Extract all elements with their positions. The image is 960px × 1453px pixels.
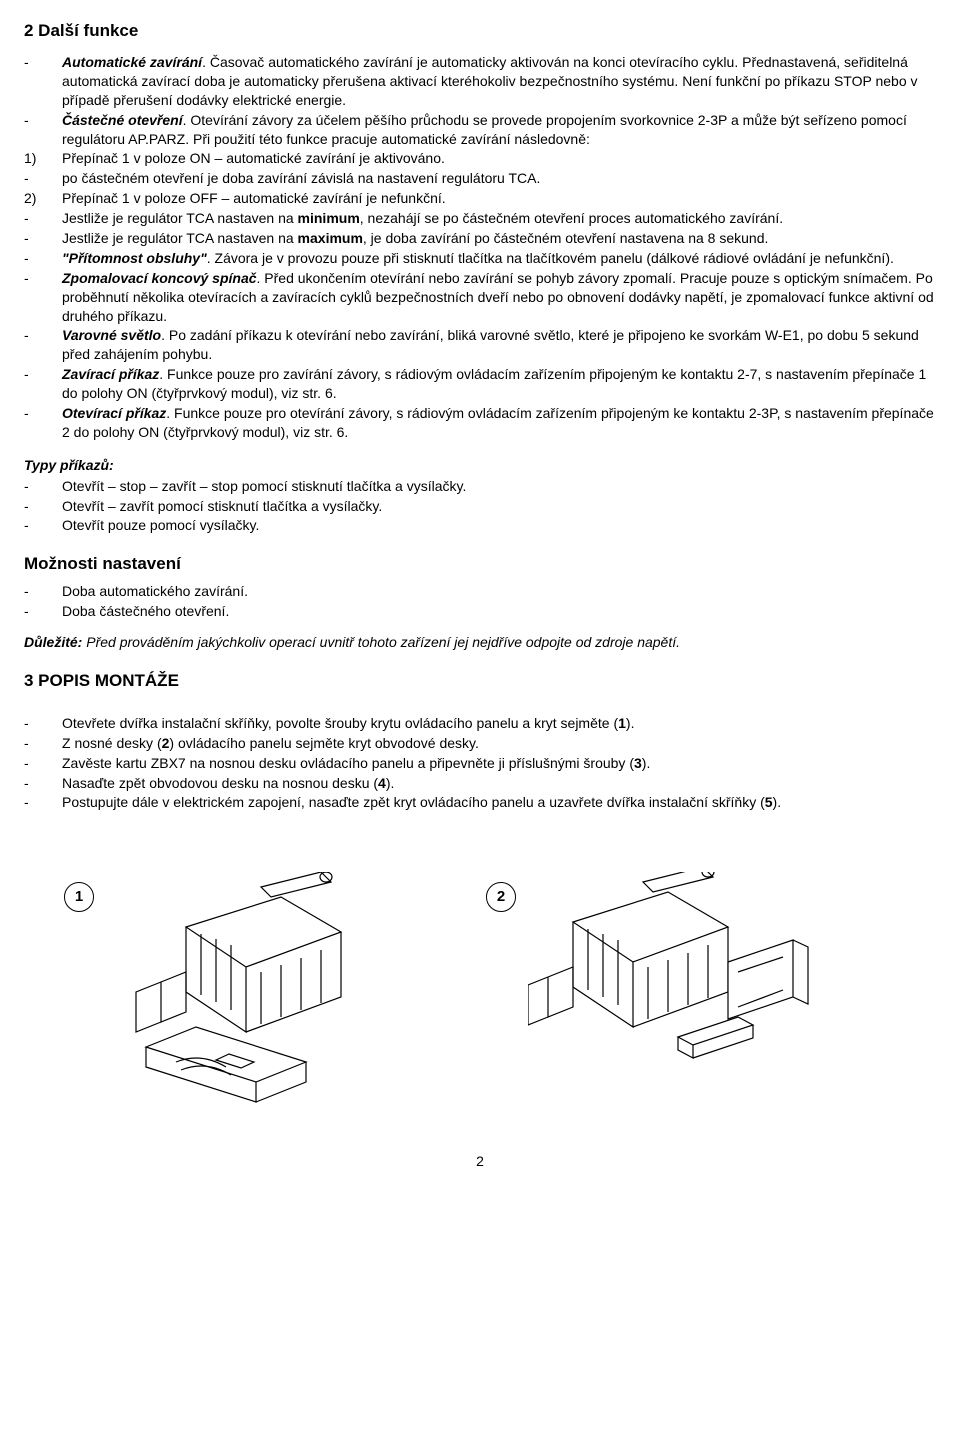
figure-1: 1 [64,872,406,1112]
section-2-list: - Automatické zavírání. Časovač automati… [24,53,936,442]
list-item: -Otevřete dvířka instalační skříňky, pov… [24,714,936,733]
list-item: -Otevřít pouze pomocí vysílačky. [24,516,936,535]
list-item: - Jestliže je regulátor TCA nastaven na … [24,229,936,248]
figures-row: 1 [64,872,936,1112]
options-heading: Možnosti nastavení [24,553,936,576]
section-3-list: -Otevřete dvířka instalační skříňky, pov… [24,714,936,812]
list-item: 2) Přepínač 1 v poloze OFF – automatické… [24,189,936,208]
section-2-heading: 2 Další funkce [24,20,936,43]
figure-2-number: 2 [486,882,516,912]
list-item: -Z nosné desky (2) ovládacího panelu sej… [24,734,936,753]
list-item: -Doba automatického zavírání. [24,582,936,601]
list-item: -Postupujte dále v elektrickém zapojení,… [24,793,936,812]
list-item: - Zavírací příkaz. Funkce pouze pro zaví… [24,365,936,403]
figure-2-drawing [528,872,828,1112]
list-item: - Otevírací příkaz. Funkce pouze pro ote… [24,404,936,442]
options-list: -Doba automatického zavírání. -Doba část… [24,582,936,621]
list-item: -Doba částečného otevření. [24,602,936,621]
list-item: -Otevřít – stop – zavřít – stop pomocí s… [24,477,936,496]
important-note: Důležité: Před prováděním jakýchkoliv op… [24,633,936,652]
types-heading: Typy příkazů: [24,456,936,475]
list-item: -Zavěste kartu ZBX7 na nosnou desku ovlá… [24,754,936,773]
list-item: - Jestliže je regulátor TCA nastaven na … [24,209,936,228]
list-item: - Zpomalovací koncový spínač. Před ukonč… [24,269,936,326]
figure-1-drawing [106,872,406,1112]
list-item: - po částečném otevření je doba zavírání… [24,169,936,188]
list-item: - Částečné otevření. Otevírání závory za… [24,111,936,149]
figure-1-number: 1 [64,882,94,912]
list-item: - "Přítomnost obsluhy". Závora je v prov… [24,249,936,268]
section-3-heading: 3 POPIS MONTÁŽE [24,670,936,693]
list-item: 1) Přepínač 1 v poloze ON – automatické … [24,149,936,168]
types-list: -Otevřít – stop – zavřít – stop pomocí s… [24,477,936,536]
page-number: 2 [24,1152,936,1171]
list-item: -Otevřít – zavřít pomocí stisknutí tlačí… [24,497,936,516]
list-item: - Varovné světlo. Po zadání příkazu k ot… [24,326,936,364]
list-item: -Nasaďte zpět obvodovou desku na nosnou … [24,774,936,793]
list-item: - Automatické zavírání. Časovač automati… [24,53,936,110]
figure-2: 2 [486,872,828,1112]
